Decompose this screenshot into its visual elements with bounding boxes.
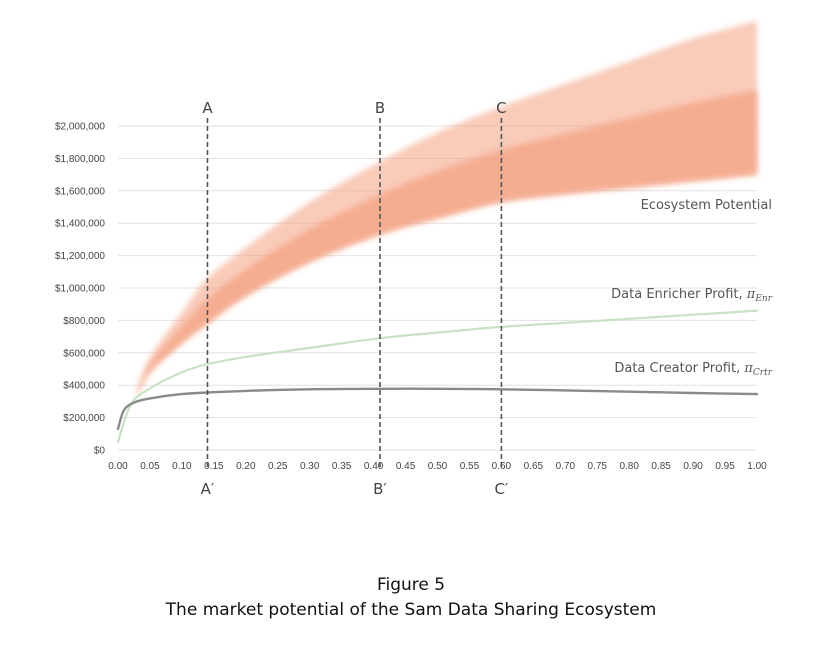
x-tick-label: 0.45 bbox=[396, 461, 416, 472]
creator-profit-label: Data Creator Profit, πCrtr bbox=[614, 361, 772, 378]
marker-bottom-label: A′ bbox=[201, 480, 215, 498]
series-labels: Ecosystem Potential Data Enricher Profit,… bbox=[611, 198, 773, 378]
x-tick-label: 0.20 bbox=[236, 461, 256, 472]
y-tick-label: $200,000 bbox=[63, 413, 105, 424]
marker-lines: A A′ B B′ C C′ bbox=[201, 99, 509, 498]
x-tick-label: 0.85 bbox=[651, 461, 671, 472]
marker-top-label: B bbox=[375, 99, 385, 117]
marker-bottom-label: B′ bbox=[373, 480, 387, 498]
market-potential-chart: A A′ B B′ C C′ $0 $200,000 $400,000 $600,000 $800… bbox=[55, 20, 773, 498]
y-tick-label: $800,000 bbox=[63, 316, 105, 327]
x-tick-label: 0.90 bbox=[683, 461, 703, 472]
enricher-profit-label: Data Enricher Profit, πEnr bbox=[611, 287, 773, 304]
y-tick-label: $2,000,000 bbox=[55, 122, 105, 133]
x-tick-label: 0.95 bbox=[715, 461, 735, 472]
x-tick-label: 0.75 bbox=[588, 461, 608, 472]
figure-title: The market potential of the Sam Data Sha… bbox=[165, 600, 657, 620]
x-tick-label: 0.05 bbox=[140, 461, 160, 472]
y-tick-label: $1,000,000 bbox=[55, 284, 105, 295]
x-tick-label: 0.70 bbox=[556, 461, 576, 472]
figure-number: Figure 5 bbox=[376, 575, 446, 595]
x-tick-label: 0.00 bbox=[108, 461, 128, 472]
marker-top-label: A bbox=[202, 99, 213, 117]
x-tick-label: 0.50 bbox=[428, 461, 448, 472]
x-tick-label: 0.10 bbox=[172, 461, 192, 472]
x-tick-label: 0.30 bbox=[300, 461, 320, 472]
x-tick-label: 0.35 bbox=[332, 461, 352, 472]
x-tick-label: 0.65 bbox=[524, 461, 544, 472]
ecosystem-potential-label: Ecosystem Potential bbox=[641, 198, 772, 213]
x-tick-label: 0.80 bbox=[619, 461, 639, 472]
ecosystem-band-layer bbox=[137, 20, 757, 397]
x-tick-label: 0.40 bbox=[364, 461, 384, 472]
y-tick-label: $1,800,000 bbox=[55, 154, 105, 165]
marker-top-label: C bbox=[496, 99, 506, 117]
y-tick-label: $1,600,000 bbox=[55, 186, 105, 197]
ecosystem-potential-band bbox=[137, 90, 757, 397]
x-tick-label: 0.25 bbox=[268, 461, 288, 472]
y-tick-label: $400,000 bbox=[63, 381, 105, 392]
creator-profit-line bbox=[116, 387, 759, 431]
x-tick-label: 0.55 bbox=[460, 461, 480, 472]
x-tick-label: 0.60 bbox=[492, 461, 512, 472]
enricher-profit-line bbox=[116, 309, 759, 443]
x-tick-label: 0.15 bbox=[204, 461, 224, 472]
y-tick-label: $0 bbox=[94, 446, 106, 457]
y-tick-label: $600,000 bbox=[63, 348, 105, 359]
y-tick-label: $1,400,000 bbox=[55, 219, 105, 230]
y-axis-ticks: $0 $200,000 $400,000 $600,000 $800,000 $1,000… bbox=[55, 122, 105, 457]
x-tick-label: 1.00 bbox=[747, 461, 767, 472]
x-axis-ticks: 0.00 0.05 0.10 0.15 0.20 0.25 0.30 0.35 0.40 0.45… bbox=[108, 461, 767, 472]
y-tick-label: $1,200,000 bbox=[55, 251, 105, 262]
marker-bottom-label: C′ bbox=[494, 480, 508, 498]
series-lines bbox=[116, 309, 759, 443]
